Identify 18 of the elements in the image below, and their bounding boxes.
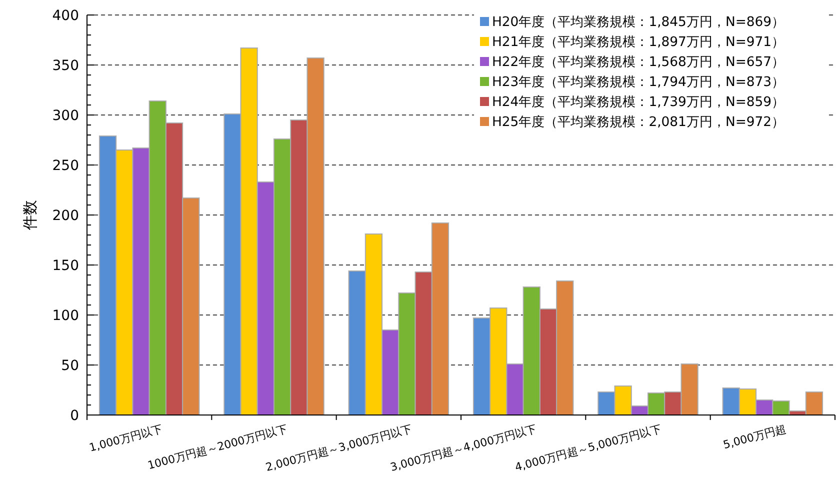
y-tick-label: 100 xyxy=(52,308,79,324)
y-tick-label: 150 xyxy=(52,258,79,274)
y-tick-label: 250 xyxy=(52,158,79,174)
y-axis-title: 件数 xyxy=(21,200,39,230)
x-tick-label: 1,000万円以下 xyxy=(88,422,164,454)
y-tick-label: 0 xyxy=(70,408,79,424)
legend-label: H24年度（平均業務規模：1,739万円，N=859） xyxy=(492,94,785,110)
legend-label: H22年度（平均業務規模：1,568万円，N=657） xyxy=(492,54,785,70)
y-tick-label: 350 xyxy=(52,58,79,74)
y-tick-label: 200 xyxy=(52,208,79,224)
y-tick-label: 400 xyxy=(52,8,79,24)
legend-label: H20年度（平均業務規模：1,845万円，N=869） xyxy=(492,14,785,30)
legend-label: H23年度（平均業務規模：1,794万円，N=873） xyxy=(492,74,785,90)
y-tick-label: 300 xyxy=(52,108,79,124)
legend-label: H21年度（平均業務規模：1,897万円，N=971） xyxy=(492,34,785,50)
x-tick-label: 5,000万円超 xyxy=(722,422,788,452)
legend-label: H25年度（平均業務規模：2,081万円，N=972） xyxy=(492,114,785,130)
y-tick-label: 50 xyxy=(61,358,79,374)
